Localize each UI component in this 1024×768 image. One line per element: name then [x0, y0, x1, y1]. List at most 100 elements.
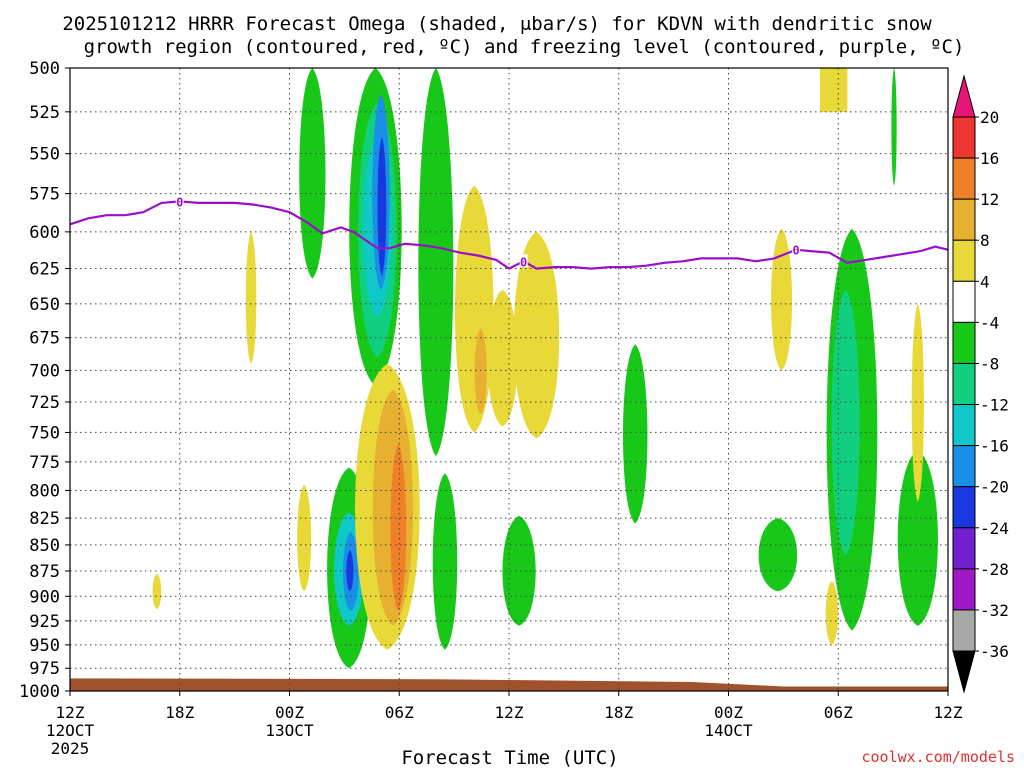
y-tick-label-575: 575: [29, 185, 60, 205]
y-tick-label-600: 600: [29, 223, 60, 243]
omega-region-m8: [891, 68, 897, 186]
omega-region-m8: [418, 68, 454, 457]
y-tick-label-700: 700: [29, 361, 60, 381]
colorbar-swatch: [952, 280, 976, 323]
omega-shading: [152, 68, 938, 669]
x-date-label: 13OCT: [265, 721, 314, 740]
x-tick-label: 06Z: [385, 703, 414, 722]
y-tick-label-900: 900: [29, 587, 60, 607]
colorbar-label: -12: [980, 396, 1009, 415]
colorbar-label: 20: [980, 108, 999, 127]
title-line-1: 2025101212 HRRR Forecast Omega (shaded, …: [62, 13, 932, 35]
colorbar-swatch: [952, 362, 976, 406]
colorbar-label: -32: [980, 601, 1009, 620]
gridlines: [69, 67, 949, 692]
colorbar-label: -24: [980, 519, 1009, 538]
colorbar-label: 12: [980, 190, 999, 209]
y-tick-label-550: 550: [29, 145, 60, 165]
omega-region-4: [297, 484, 312, 592]
omega-region-4: [487, 289, 518, 427]
colorbar-label: -28: [980, 560, 1009, 579]
colorbar-swatch: [952, 157, 976, 200]
colorbar-swatch: [952, 198, 976, 241]
omega-region-m8: [897, 450, 938, 626]
freezing-level: 0 0 0: [69, 194, 949, 270]
colorbar-label: -4: [980, 313, 999, 332]
y-tick-label-500: 500: [29, 59, 60, 79]
colorbar-swatch: [952, 116, 976, 159]
colorbar-label: -20: [980, 478, 1009, 497]
colorbar: 20 16 12 8 4 -4 -8 -12 -16 -20 -24 -28 -32 -36: [952, 74, 1009, 694]
colorbar-swatch: [952, 445, 976, 488]
omega-region-4: [825, 581, 838, 645]
x-tick-label: 18Z: [604, 703, 633, 722]
y-tick-label-850: 850: [29, 536, 60, 556]
colorbar-swatch: [952, 321, 976, 364]
freezing-level-label: 0: [793, 244, 800, 258]
chart-title: 2025101212 HRRR Forecast Omega (shaded, …: [62, 13, 964, 58]
colorbar-swatch: [952, 404, 976, 447]
y-tick-label-775: 775: [29, 453, 60, 473]
y-tick-label-925: 925: [29, 612, 60, 632]
freezing-label-bg: [792, 242, 801, 256]
omega-region-4: [819, 68, 848, 112]
ground-fill: [70, 678, 948, 691]
title-line-2: growth region (contoured, red, ºC) and f…: [84, 36, 965, 58]
y-tick-label-650: 650: [29, 295, 60, 315]
omega-region-4: [911, 303, 924, 502]
x-axis-title: Forecast Time (UTC): [401, 747, 618, 768]
colorbar-label: -8: [980, 354, 999, 373]
x-tick-label: 06Z: [824, 703, 853, 722]
y-tick-label-825: 825: [29, 509, 60, 529]
omega-region-m24: [346, 550, 354, 592]
y-axis: 500 525 550 575 600 625 650 675 700 725 750 775 800 8…: [19, 59, 70, 702]
y-tick-label-750: 750: [29, 423, 60, 443]
omega-region-m8: [502, 515, 536, 626]
omega-region-12: [390, 444, 407, 612]
y-tick-label-1000: 1000: [19, 682, 60, 702]
freezing-label-bg: [175, 194, 184, 208]
omega-region-4: [152, 574, 162, 610]
y-tick-label-675: 675: [29, 329, 60, 349]
colorbar-swatch: [952, 486, 976, 529]
x-tick-label: 00Z: [275, 703, 304, 722]
omega-region-8: [474, 328, 487, 415]
y-tick-label-525: 525: [29, 103, 60, 123]
colorbar-label: 8: [980, 231, 990, 250]
omega-region-m24: [377, 137, 387, 276]
x-date-label: 12OCT: [46, 721, 95, 740]
colorbar-label: 16: [980, 149, 999, 168]
omega-region-m8: [758, 518, 798, 592]
colorbar-label: 4: [980, 272, 990, 291]
y-tick-label-875: 875: [29, 562, 60, 582]
omega-region-4: [245, 231, 257, 364]
colorbar-top-arrow: [952, 74, 976, 118]
colorbar-label: -36: [980, 642, 1009, 661]
omega-region-m8: [622, 344, 648, 524]
omega-region-4: [513, 231, 560, 439]
freezing-label-bg: [519, 254, 528, 268]
x-date-label: 14OCT: [704, 721, 753, 740]
freezing-level-label: 0: [520, 255, 527, 269]
y-tick-label-725: 725: [29, 393, 60, 413]
colorbar-swatch: [952, 609, 976, 652]
x-year-label: 2025: [51, 739, 90, 758]
colorbar-swatch: [952, 568, 976, 611]
y-tick-label-800: 800: [29, 481, 60, 501]
freezing-level-line: [69, 200, 949, 270]
x-tick-label: 12Z: [495, 703, 524, 722]
y-tick-label-950: 950: [29, 636, 60, 656]
x-tick-label: 00Z: [714, 703, 743, 722]
x-tick-label: 12Z: [934, 703, 963, 722]
freezing-level-label: 0: [176, 195, 183, 209]
colorbar-label: -16: [980, 437, 1009, 456]
x-tick-label: 18Z: [165, 703, 194, 722]
colorbar-bottom-arrow: [952, 650, 976, 694]
omega-region-m8: [432, 473, 458, 650]
x-tick-label: 12Z: [56, 703, 85, 722]
watermark: coolwx.com/models: [861, 748, 1015, 766]
y-tick-label-975: 975: [29, 659, 60, 679]
colorbar-swatch: [952, 239, 976, 282]
colorbar-swatch: [952, 527, 976, 570]
